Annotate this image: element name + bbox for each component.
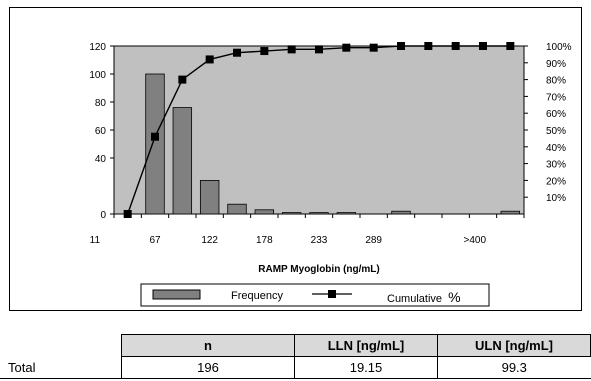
frequency-bar xyxy=(172,107,193,215)
table-header-n: n xyxy=(121,334,295,357)
cumulative-point xyxy=(424,42,433,50)
cumulative-point xyxy=(342,43,351,52)
legend: Frequency Cumulative % xyxy=(140,283,490,307)
cumulative-point xyxy=(315,45,323,54)
legend-cumulative-symbol: % xyxy=(448,289,460,305)
table-header-row: n LLN [ng/mL] ULN [ng/mL] xyxy=(0,334,591,357)
stats-table: n LLN [ng/mL] ULN [ng/mL] Total 196 19.1… xyxy=(0,334,591,379)
y-tick-label: 120 xyxy=(89,42,106,53)
cumulative-point xyxy=(123,210,132,218)
histogram-chart: 0 40 60 80 100 120 10% 20% 30% 40% 50% 60% 70% 80% 90… xyxy=(89,42,572,307)
y-tick-label: 100 xyxy=(89,70,106,81)
table-row: Total 196 19.15 99.3 xyxy=(0,356,591,379)
y2-tick-label: 30% xyxy=(546,160,566,171)
legend-cumulative-label: Cumulative % xyxy=(387,289,461,305)
x-tick-label: 233 xyxy=(311,235,328,246)
y-tick-label: 40 xyxy=(95,154,107,165)
cumulative-point xyxy=(451,42,460,50)
x-axis-ticks: 11 67 122 178 233 289 >400 xyxy=(90,214,525,246)
frequency-bar xyxy=(281,212,302,215)
y2-tick-label: 60% xyxy=(546,109,566,120)
y2-tick-label: 80% xyxy=(546,76,566,87)
table-header-lln: LLN [ng/mL] xyxy=(294,334,438,357)
legend-box xyxy=(140,283,490,307)
cumulative-point xyxy=(397,42,405,50)
y-tick-label: 60 xyxy=(95,126,107,137)
legend-cumulative-text: Cumulative xyxy=(387,293,442,305)
cumulative-point xyxy=(506,42,515,50)
y2-tick-label: 100% xyxy=(546,42,572,53)
cumulative-point xyxy=(479,42,487,50)
cumulative-point xyxy=(287,45,296,54)
table-header-uln: ULN [ng/mL] xyxy=(437,334,591,357)
y2-tick-label: 20% xyxy=(546,176,566,187)
y-tick-label: 0 xyxy=(100,210,106,221)
cumulative-point xyxy=(233,48,241,57)
table-cell-uln: 99.3 xyxy=(437,356,591,379)
y2-tick-label: 50% xyxy=(546,126,566,137)
cumulative-point xyxy=(151,132,159,141)
table-cell-lln: 19.15 xyxy=(294,356,438,379)
frequency-bar xyxy=(227,203,247,215)
y2-tick-label: 40% xyxy=(546,143,566,154)
frequency-bar xyxy=(199,179,220,215)
frequency-bar xyxy=(145,73,165,215)
right-axis-ticks: 10% 20% 30% 40% 50% 60% 70% 80% 90% 100% xyxy=(524,42,572,204)
y2-tick-label: 90% xyxy=(546,59,566,70)
frequency-bars xyxy=(145,73,521,215)
y-tick-label: 80 xyxy=(95,98,107,109)
cumulative-point xyxy=(178,75,187,84)
legend-frequency-swatch xyxy=(152,289,201,300)
cumulative-point xyxy=(369,43,378,52)
table-row-label: Total xyxy=(0,356,122,379)
x-tick-label: 67 xyxy=(149,235,161,246)
x-axis-label: RAMP Myoglobin (ng/mL) xyxy=(258,264,379,275)
frequency-bar xyxy=(500,210,521,215)
x-tick-label: 289 xyxy=(365,235,382,246)
table-cell-n: 196 xyxy=(121,356,295,379)
table-header-blank xyxy=(0,334,122,357)
x-tick-label: >400 xyxy=(464,235,487,246)
x-tick-label: 11 xyxy=(90,235,101,246)
legend-frequency-label: Frequency xyxy=(231,290,283,302)
cumulative-point xyxy=(205,55,214,64)
frequency-bar xyxy=(309,212,329,215)
y2-tick-label: 70% xyxy=(546,92,566,103)
chart-frame: 0 40 60 80 100 120 10% 20% 30% 40% 50% 60% 70% 80% 90… xyxy=(9,7,582,311)
cumulative-point xyxy=(260,47,269,56)
legend-cumulative-marker xyxy=(328,290,336,298)
frequency-bar xyxy=(254,209,275,215)
frequency-bar xyxy=(336,212,357,215)
x-tick-label: 122 xyxy=(201,235,218,246)
cumulative-line xyxy=(123,42,515,218)
frequency-bar xyxy=(391,210,411,215)
y2-tick-label: 10% xyxy=(546,193,566,204)
x-tick-label: 178 xyxy=(256,235,273,246)
left-axis-ticks: 0 40 60 80 100 120 xyxy=(89,42,114,221)
